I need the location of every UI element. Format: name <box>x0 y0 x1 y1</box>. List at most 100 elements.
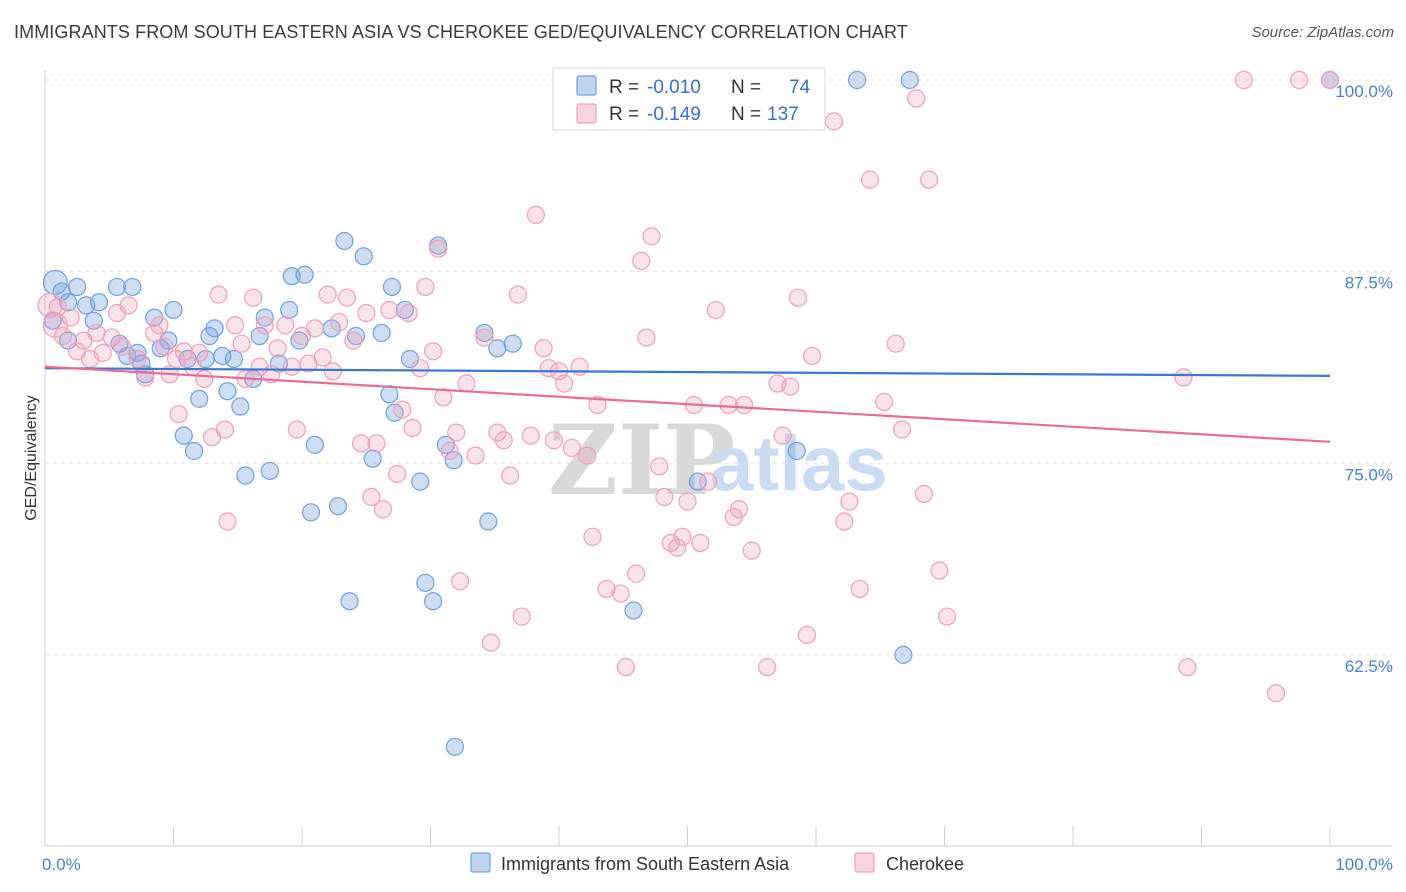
data-point-blue <box>218 382 237 401</box>
data-point-pink <box>578 446 597 465</box>
legend-n-value-blue: 74 <box>789 77 811 98</box>
data-point-pink <box>698 472 718 491</box>
data-point-pink <box>637 328 656 347</box>
data-point-pink <box>611 584 630 603</box>
data-point-pink <box>209 285 228 304</box>
x-tick-labels: 0.0% 100.0% <box>42 855 1393 874</box>
data-point-pink <box>803 346 822 366</box>
data-points <box>37 70 1340 756</box>
data-point-pink <box>313 348 332 367</box>
data-point-pink <box>150 316 169 335</box>
data-point-blue <box>128 343 147 362</box>
series-legend-swatch-pink <box>854 852 875 873</box>
data-point-pink <box>835 512 854 531</box>
data-point-pink <box>268 339 287 358</box>
data-point-pink <box>734 395 754 415</box>
data-point-blue <box>380 385 399 404</box>
series-legend-swatch-blue <box>470 852 491 873</box>
data-point-blue <box>190 389 209 408</box>
data-point-pink <box>190 343 209 362</box>
data-point-pink <box>824 112 844 131</box>
data-point-blue <box>340 592 359 611</box>
data-point-pink <box>650 457 669 476</box>
data-point-pink <box>387 464 407 484</box>
data-point-blue <box>255 308 274 327</box>
data-point-pink <box>642 227 661 246</box>
trend-line-pink <box>44 365 1331 443</box>
data-point-blue <box>445 737 465 756</box>
data-point-pink <box>886 334 905 353</box>
y-tick-labels: 62.5% 75.0% 87.5% 100.0% <box>1335 82 1393 676</box>
legend-n-label-blue: N = <box>731 77 761 98</box>
axes <box>44 70 1392 847</box>
data-point-pink <box>1290 70 1309 90</box>
data-point-pink <box>1174 368 1193 387</box>
data-point-pink <box>562 438 581 458</box>
data-point-pink <box>914 484 934 504</box>
trend-line-blue <box>44 367 1331 377</box>
data-point-pink <box>588 395 607 415</box>
data-point-pink <box>450 572 470 591</box>
data-point-pink <box>362 487 381 507</box>
data-point-blue <box>231 397 250 416</box>
data-point-pink <box>393 400 412 419</box>
data-point-pink <box>352 434 371 453</box>
data-point-pink <box>119 296 138 315</box>
data-point-pink <box>466 446 485 465</box>
data-point-pink <box>282 357 301 376</box>
data-point-blue <box>107 277 127 297</box>
data-point-pink <box>215 420 234 439</box>
data-point-pink <box>166 349 186 369</box>
data-point-pink <box>892 420 912 439</box>
data-point-pink <box>411 359 430 378</box>
data-point-pink <box>719 395 738 415</box>
legend-n-value-pink: 137 <box>767 104 799 125</box>
data-point-pink <box>481 633 500 652</box>
data-point-blue <box>688 472 707 491</box>
data-point-pink <box>691 533 710 553</box>
data-point-pink <box>226 316 245 335</box>
data-point-pink <box>218 512 237 531</box>
data-point-blue <box>848 70 867 90</box>
data-point-blue <box>354 247 373 266</box>
watermark: ZIP atlas <box>548 404 888 517</box>
data-point-blue <box>118 346 137 366</box>
y-axis-label: GED/Equivalency <box>23 395 40 520</box>
data-point-pink <box>494 431 513 450</box>
data-point-pink <box>195 369 214 389</box>
data-point-pink <box>1178 658 1197 677</box>
data-point-pink <box>244 288 263 307</box>
data-point-pink <box>48 297 67 316</box>
data-point-pink <box>61 308 80 327</box>
data-point-blue <box>123 277 142 297</box>
series-legend: Immigrants from South Eastern Asia Chero… <box>470 852 964 874</box>
legend-swatch-blue <box>576 75 597 96</box>
data-point-pink <box>475 328 494 347</box>
data-point-blue <box>89 293 109 312</box>
data-point-pink <box>423 342 443 361</box>
data-point-pink <box>840 492 859 511</box>
data-point-pink <box>534 339 553 358</box>
legend-r-value-pink: -0.149 <box>647 104 701 125</box>
data-point-pink <box>447 423 466 442</box>
data-point-blue <box>213 346 232 366</box>
data-point-pink <box>501 466 520 485</box>
data-point-pink <box>668 538 687 557</box>
data-point-pink <box>403 418 422 438</box>
data-point-pink <box>128 349 147 369</box>
data-point-pink <box>37 292 63 318</box>
legend-r-label-pink: R = <box>609 104 639 125</box>
data-point-blue <box>382 277 402 297</box>
data-point-pink <box>169 405 188 424</box>
data-point-pink <box>860 170 880 189</box>
data-point-blue <box>624 601 643 620</box>
data-point-blue <box>205 319 224 338</box>
data-point-pink <box>287 420 306 439</box>
y-tick-label: 75.0% <box>1345 465 1393 484</box>
data-point-pink <box>305 319 324 338</box>
data-point-pink <box>919 170 939 189</box>
data-point-pink <box>521 426 540 445</box>
data-point-pink <box>508 285 527 304</box>
data-point-blue <box>900 70 919 90</box>
